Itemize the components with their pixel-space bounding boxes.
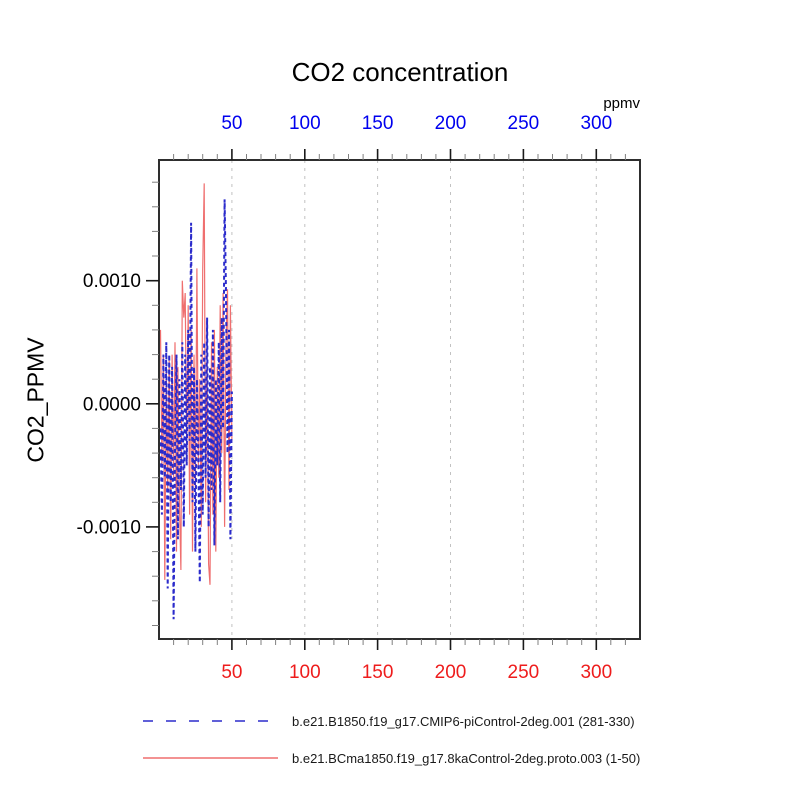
x-axis-bottom-tick-label: 50 (221, 662, 242, 683)
x-axis-top-tick-label: 250 (508, 113, 540, 134)
legend-line-dashed-blue-icon (143, 720, 278, 722)
plot-frame (158, 159, 641, 640)
legend-label: b.e21.B1850.f19_g17.CMIP6-piControl-2deg… (292, 713, 635, 729)
chart-title: CO2 concentration (291, 57, 509, 87)
legend-label: b.e21.BCma1850.f19_g17.8kaControl-2deg.p… (292, 750, 641, 766)
x-axis-top-tick-label: 100 (289, 113, 321, 134)
x-axis-bottom-tick-label: 300 (580, 662, 612, 683)
x-axis-bottom-tick-label: 100 (289, 662, 321, 683)
x-axis-top-tick-label: 300 (580, 113, 612, 134)
legend-item-8kacontrol: b.e21.BCma1850.f19_g17.8kaControl-2deg.p… (143, 750, 703, 766)
x-axis-top-tick-label: 50 (221, 113, 242, 134)
y-axis-tick-label: 0.0010 (83, 271, 141, 292)
series-line-dashed (159, 199, 233, 620)
x-axis-bottom-tick-label: 150 (362, 662, 394, 683)
x-axis-top-tick-label: 200 (435, 113, 467, 134)
legend: b.e21.B1850.f19_g17.CMIP6-piControl-2deg… (143, 714, 703, 788)
legend-line-solid-red-icon (143, 757, 278, 759)
x-axis-bottom-tick-label: 250 (508, 662, 540, 683)
y-axis-tick-label: 0.0000 (83, 394, 141, 415)
legend-item-picontrol: b.e21.B1850.f19_g17.CMIP6-piControl-2deg… (143, 713, 703, 729)
top-axis-unit-label: ppmv (603, 95, 640, 112)
y-axis-tick-label: -0.0010 (77, 517, 141, 538)
x-axis-bottom-tick-label: 200 (435, 662, 467, 683)
x-axis-top-tick-label: 150 (362, 113, 394, 134)
